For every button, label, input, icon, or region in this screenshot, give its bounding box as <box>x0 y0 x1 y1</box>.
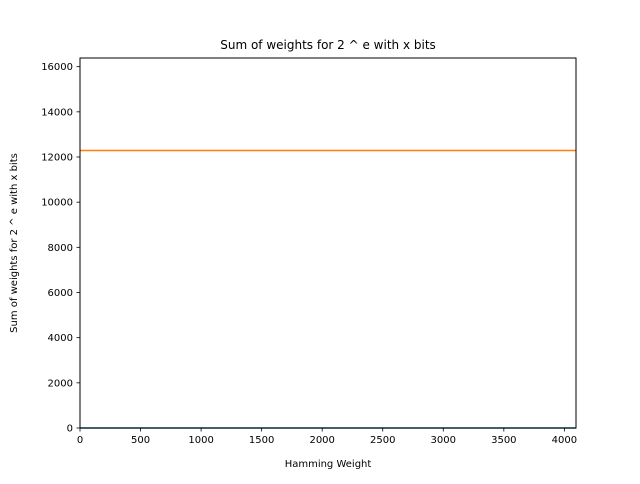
x-tick-label: 1500 <box>249 435 274 446</box>
y-axis: 0 2000 4000 6000 8000 10000 12000 14000 16000 <box>41 62 80 435</box>
x-tick-label: 2000 <box>309 435 334 446</box>
y-tick-label: 10000 <box>41 198 73 209</box>
y-tick-label: 14000 <box>41 107 73 118</box>
x-tick-label: 4000 <box>552 435 577 446</box>
y-axis-label: Sum of weights for 2 ^ e with x bits <box>9 153 20 333</box>
y-tick-label: 2000 <box>48 378 73 389</box>
x-tick-label: 3500 <box>491 435 516 446</box>
y-tick-label: 6000 <box>48 288 73 299</box>
x-tick-label: 1000 <box>188 435 213 446</box>
y-tick-label: 4000 <box>48 333 73 344</box>
x-axis: 0 500 1000 1500 2000 2500 3000 3500 4000 <box>77 428 577 446</box>
x-tick-label: 0 <box>77 435 83 446</box>
y-tick-label: 16000 <box>41 62 73 73</box>
x-axis-label: Hamming Weight <box>285 459 372 470</box>
x-tick-label: 500 <box>131 435 150 446</box>
series-layer <box>80 149 576 429</box>
chart-title: Sum of weights for 2 ^ e with x bits <box>220 38 436 52</box>
y-tick-label: 8000 <box>48 243 73 254</box>
y-tick-label: 0 <box>67 424 73 435</box>
x-tick-label: 3000 <box>431 435 456 446</box>
plot-frame <box>79 57 577 429</box>
y-tick-label: 12000 <box>41 153 73 164</box>
x-tick-label: 2500 <box>370 435 395 446</box>
